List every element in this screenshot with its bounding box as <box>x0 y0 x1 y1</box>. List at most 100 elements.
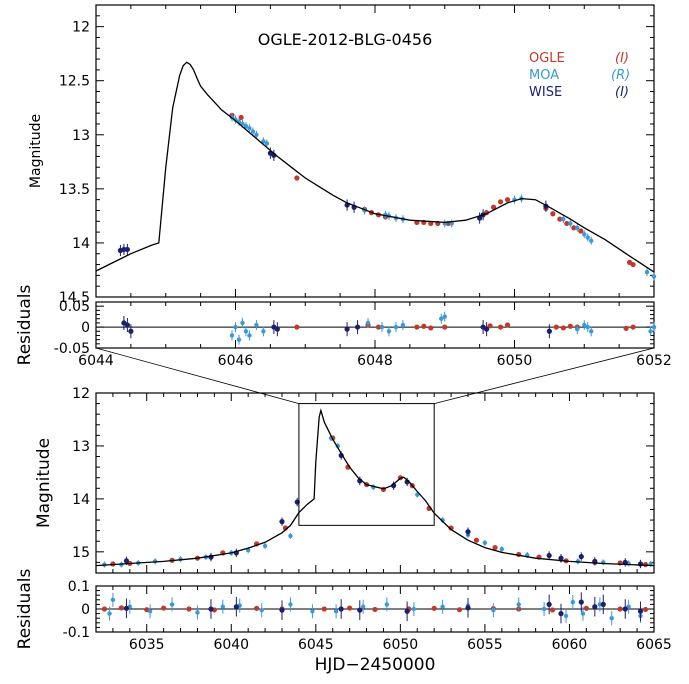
moa-data-point <box>585 235 590 240</box>
ogle-data-point <box>564 220 570 227</box>
top-ylabel: Magnitude <box>28 114 44 188</box>
y-tick-label: 12.5 <box>59 74 90 90</box>
y-tick-label: 15 <box>72 545 90 561</box>
y-tick-label: 14 <box>72 492 90 508</box>
wise-data-point <box>344 326 350 332</box>
wise-data-point <box>233 604 239 610</box>
bottom-res-ylabel: Residuals <box>15 569 35 650</box>
x-tick-label: 6040 <box>213 637 249 653</box>
x-tick-label: 6052 <box>636 353 672 369</box>
wise-data-point <box>546 328 552 334</box>
zoom-line-left <box>95 347 300 404</box>
y-tick-label: 0.1 <box>68 579 90 595</box>
bottom-residuals-plot: 0.1 0 -0.1 6035 6040 6045 6050 6055 6060 6065 <box>63 579 672 653</box>
ogle-data-point <box>504 197 511 203</box>
moa-data-point <box>261 329 266 334</box>
wise-data-point <box>465 605 471 611</box>
wise-data-point <box>637 608 644 614</box>
moa-data-point <box>440 604 445 609</box>
wise-data-point <box>279 607 285 613</box>
y-tick-label: 12 <box>72 386 90 402</box>
ogle-data-point <box>617 606 623 612</box>
ogle-data-point <box>161 605 167 611</box>
moa-data-point <box>254 322 259 328</box>
moa-data-point <box>379 324 385 330</box>
bottom-ylabel: Magnitude <box>34 438 54 528</box>
x-tick-label: 6035 <box>129 637 165 653</box>
moa-data-point <box>580 611 586 616</box>
wise-data-point <box>465 529 471 535</box>
bottom-magnitude-panel <box>95 392 655 574</box>
moa-data-point <box>245 548 251 553</box>
wise-data-point <box>484 326 490 332</box>
moa-data-point <box>411 606 417 612</box>
ogle-data-point <box>254 605 260 611</box>
moa-data-point <box>288 602 293 607</box>
moa-data-point <box>582 232 587 237</box>
moa-data-point <box>261 139 266 144</box>
legend-ogle-label: OGLE <box>529 51 565 66</box>
ogle-data-point <box>186 606 192 612</box>
moa-data-point <box>247 126 252 131</box>
x-tick-label: 6050 <box>383 637 419 653</box>
ogle-data-point <box>118 605 124 611</box>
moa-data-point <box>147 609 153 614</box>
model-curve <box>95 408 655 567</box>
model-curve <box>95 61 655 273</box>
moa-data-point <box>400 322 406 328</box>
moa-data-point <box>384 602 390 607</box>
moa-data-point <box>582 322 587 328</box>
wise-data-point <box>128 328 134 334</box>
moa-data-point <box>233 117 238 122</box>
moa-data-point <box>233 324 238 330</box>
moa-data-point <box>107 611 112 616</box>
moa-data-point <box>561 216 566 222</box>
ogle-data-point <box>442 324 448 330</box>
moa-data-point <box>229 333 235 338</box>
wise-data-point <box>354 324 361 330</box>
y-tick-label: -0.1 <box>63 625 90 641</box>
moa-data-point <box>236 337 242 342</box>
ogle-data-point <box>428 325 434 331</box>
moa-data-point <box>243 123 249 129</box>
y-tick-label: 13 <box>72 128 90 144</box>
wise-data-point <box>637 561 644 567</box>
chart-title: OGLE-2012-BLG-0456 <box>258 30 433 49</box>
moa-data-point <box>516 602 521 607</box>
wise-data-point <box>279 519 285 525</box>
wise-data-point <box>338 606 344 612</box>
ogle-data-point <box>504 322 511 328</box>
ogle-data-point <box>431 605 437 611</box>
ogle-data-point <box>473 537 480 543</box>
x-axis-label: HJD−2450000 <box>315 655 436 675</box>
ogle-data-point <box>347 605 353 611</box>
moa-data-point <box>575 326 580 332</box>
ogle-data-point <box>560 325 566 331</box>
x-tick-label: 6060 <box>552 637 588 653</box>
moa-data-point <box>365 320 371 326</box>
ogle-data-point <box>567 323 573 329</box>
x-tick-label: 6045 <box>298 637 334 653</box>
legend-wise-band: (I) <box>615 85 629 100</box>
x-tick-label: 6065 <box>636 637 672 653</box>
wise-data-point <box>558 611 564 617</box>
ogle-data-point <box>549 607 556 613</box>
ogle-data-point <box>375 324 382 330</box>
moa-data-point <box>169 602 175 607</box>
moa-data-point <box>609 616 614 621</box>
ogle-data-point <box>497 199 504 205</box>
ogle-data-point <box>550 211 556 217</box>
moa-data-point <box>570 599 576 605</box>
ogle-data-point <box>553 324 559 330</box>
moa-data-point <box>386 329 392 334</box>
wise-data-point <box>123 558 130 564</box>
wise-data-point <box>124 322 130 328</box>
moa-data-point <box>264 141 270 146</box>
wise-data-point <box>578 599 584 605</box>
y-tick-label: -0.05 <box>54 341 90 357</box>
ogle-data-point <box>623 325 629 331</box>
y-tick-label: 13 <box>72 439 90 455</box>
moa-data-point <box>482 540 488 546</box>
